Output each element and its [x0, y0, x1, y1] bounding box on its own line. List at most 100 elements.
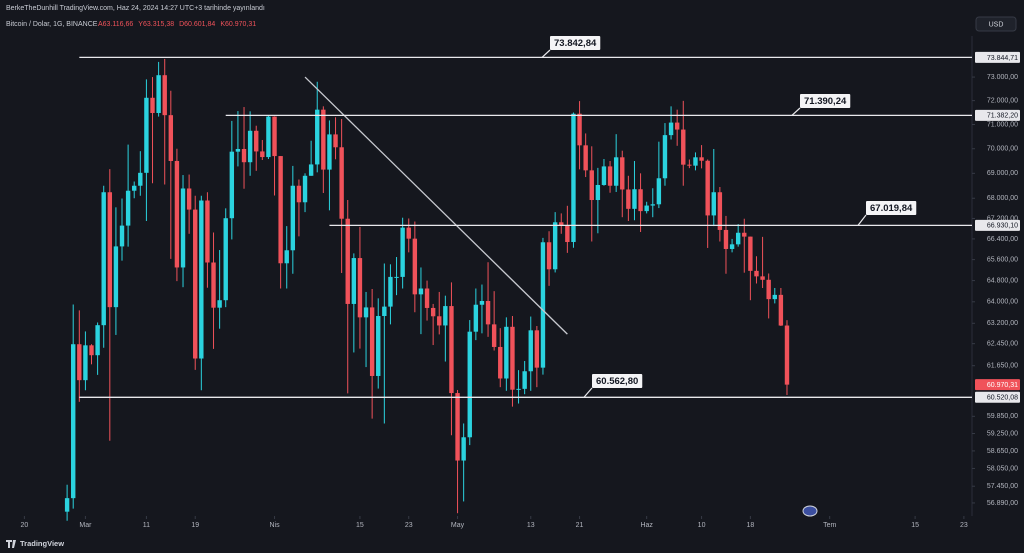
candle-body: [656, 178, 662, 205]
candle-body: [95, 325, 100, 356]
x-tick-label: Mar: [79, 522, 92, 529]
candle-body: [662, 135, 668, 179]
candle-body: [77, 344, 82, 381]
candle-body: [626, 189, 631, 209]
candle-body: [266, 116, 271, 158]
candle-body: [119, 225, 125, 247]
candle-body: [644, 205, 649, 212]
candle-body: [742, 232, 747, 237]
candle-body: [272, 116, 277, 157]
last-price-bg: [975, 379, 1020, 391]
candle-body: [333, 134, 338, 148]
x-tick-label: 20: [21, 522, 29, 529]
candle-body: [168, 115, 174, 161]
candle-body: [125, 190, 131, 226]
candle-body: [162, 75, 167, 116]
candle-body: [766, 279, 771, 300]
candle-body: [278, 156, 283, 264]
ohlc-label: A63.116,66: [98, 21, 133, 28]
y-tick-label: 65.600,00: [987, 256, 1018, 263]
publisher: BerkeTheDunhill TradingView.com, Haz 24,…: [6, 5, 265, 12]
x-tick-label: 21: [576, 522, 584, 529]
candle-body: [748, 236, 753, 271]
x-tick-label: 10: [698, 522, 706, 529]
x-tick-label: 23: [960, 522, 968, 529]
candle-body: [528, 330, 533, 372]
callout-leader: [541, 49, 551, 58]
callout: 67.019,84: [870, 203, 913, 214]
candle-body: [638, 189, 643, 212]
event-icon[interactable]: [802, 505, 818, 517]
candle-body: [583, 145, 588, 171]
candle-body: [193, 209, 198, 359]
currency-box[interactable]: [975, 16, 1017, 32]
currency[interactable]: USD: [989, 21, 1004, 28]
candle-body: [510, 326, 515, 390]
candle-body: [674, 122, 680, 130]
candle-body: [369, 307, 375, 376]
y-tick-label: 57.450,00: [987, 483, 1018, 490]
candle-body: [211, 262, 216, 308]
ohlc-label: Y63.315,38: [138, 21, 174, 28]
candle-body: [699, 157, 704, 161]
candle-body: [693, 157, 698, 166]
candle-body: [308, 164, 314, 176]
brand: TradingView: [20, 539, 64, 548]
y-tick-label: 71.000,00: [987, 121, 1018, 128]
y-tick-label: 56.890,00: [987, 500, 1018, 507]
y-tick-label: 72.000,00: [987, 97, 1018, 104]
level-tag: 60.520,08: [987, 395, 1018, 402]
candle-body: [217, 300, 222, 308]
y-tick-label: 63.200,00: [987, 320, 1018, 327]
level-tag: 73.844,71: [987, 55, 1018, 62]
candle-body: [315, 109, 320, 165]
x-tick-label: 15: [356, 522, 364, 529]
level-tag: 66.930,10: [987, 223, 1018, 230]
candle-body: [345, 218, 350, 304]
candle-body: [235, 148, 241, 152]
callout-leader: [791, 107, 801, 116]
candle-body: [388, 276, 393, 307]
candle-body: [199, 200, 204, 359]
y-tick-label: 66.400,00: [987, 236, 1018, 243]
level-tag: 71.382,20: [987, 113, 1018, 120]
callout: 73.842,84: [554, 38, 597, 49]
candle-body: [180, 188, 186, 268]
callout-bg: [592, 374, 643, 388]
callout-bg: [550, 36, 601, 50]
candle-body: [729, 244, 735, 249]
level-tag-bg: [975, 219, 1020, 231]
candle-body: [479, 301, 485, 305]
candle-body: [632, 189, 637, 209]
callout: 71.390,24: [804, 96, 847, 107]
candle-body: [406, 227, 411, 239]
candle-body: [540, 242, 546, 368]
candle-body: [229, 151, 235, 219]
candle-body: [339, 147, 344, 219]
candle-body: [778, 294, 784, 326]
candle-body: [412, 238, 418, 295]
candle-body: [620, 157, 625, 190]
candle-body: [394, 276, 399, 278]
callout-leader: [583, 387, 593, 398]
candle-body: [437, 316, 442, 326]
candle-body: [156, 75, 161, 114]
candle-body: [601, 166, 607, 185]
candle-body: [522, 371, 527, 389]
candle-body: [150, 97, 155, 114]
trendline: [304, 76, 568, 335]
y-tick-label: 70.000,00: [987, 146, 1018, 153]
candle-body: [302, 175, 308, 203]
candle-body: [687, 164, 692, 166]
x-tick-label: Tem: [823, 522, 836, 529]
candle-body: [101, 192, 106, 326]
candle-body: [577, 113, 582, 146]
y-tick-label: 62.450,00: [987, 341, 1018, 348]
y-tick-label: 64.000,00: [987, 299, 1018, 306]
y-tick-label: 59.850,00: [987, 413, 1018, 420]
candle-body: [607, 166, 613, 186]
candle-body: [772, 294, 777, 300]
candle-body: [83, 345, 88, 381]
